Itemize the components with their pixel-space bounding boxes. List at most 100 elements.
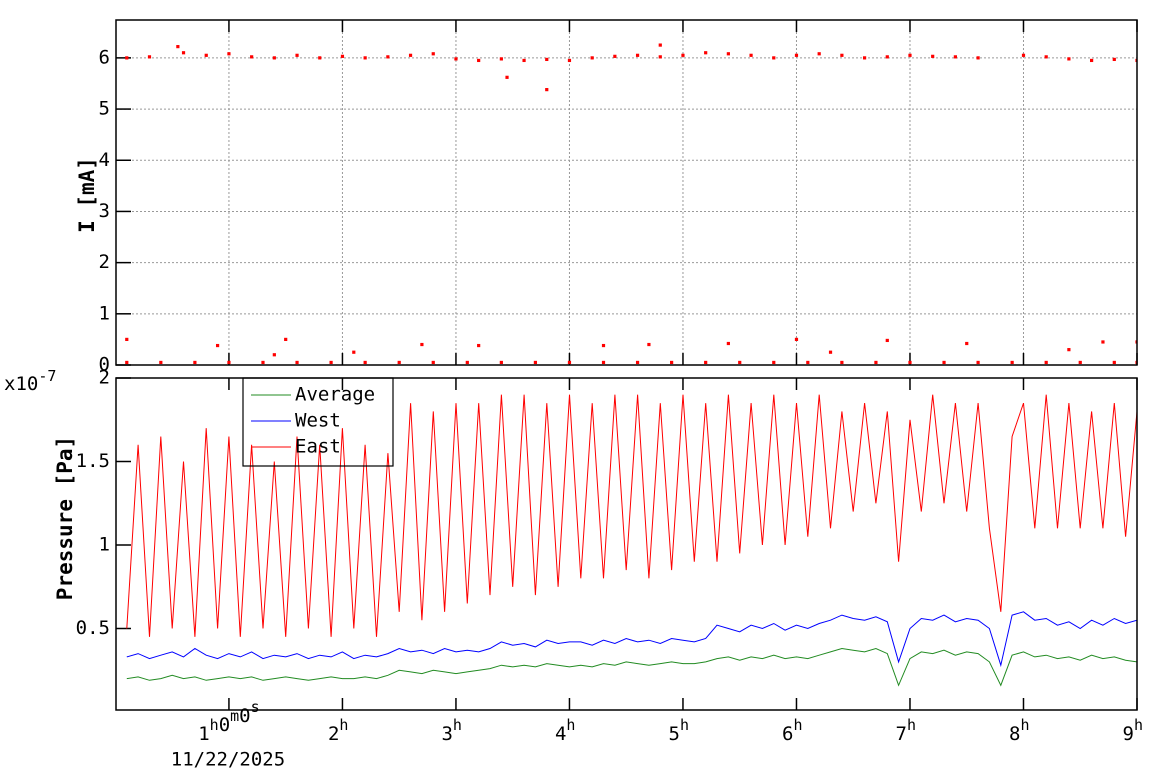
x-tick-label: 3h	[441, 716, 461, 745]
point	[567, 360, 572, 365]
point	[295, 360, 299, 365]
point	[976, 56, 980, 60]
point	[635, 360, 640, 365]
point	[1044, 55, 1048, 59]
point	[352, 350, 356, 354]
point	[828, 350, 833, 354]
point	[840, 360, 844, 365]
x-tick-label: 8h	[1009, 716, 1029, 745]
point	[454, 57, 458, 61]
plot-area	[126, 394, 1137, 687]
point	[250, 55, 254, 59]
point	[272, 353, 276, 357]
point	[159, 360, 163, 365]
point	[125, 360, 129, 365]
y-exponent: x10-7	[4, 367, 56, 395]
y-axis-title: Pressure [Pa]	[53, 436, 77, 600]
y-tick-label: 2	[99, 367, 110, 389]
point	[862, 56, 867, 60]
point	[227, 52, 231, 56]
point	[613, 54, 617, 58]
point	[1067, 57, 1071, 61]
point	[545, 57, 549, 62]
frame	[115, 377, 1138, 711]
x-tick-label: 9h	[1123, 716, 1143, 745]
y-tick-label: 1	[99, 534, 110, 556]
point	[1135, 360, 1137, 365]
point	[806, 360, 810, 365]
y-axis-title: I [mA]	[75, 157, 99, 233]
point	[408, 53, 413, 57]
point	[1021, 53, 1026, 57]
point	[465, 360, 469, 365]
point	[227, 360, 231, 365]
point	[363, 360, 367, 365]
point	[976, 360, 980, 365]
point	[477, 343, 481, 348]
series-line	[126, 394, 1137, 637]
point	[477, 58, 481, 63]
y-tick-label: 0	[99, 354, 110, 376]
series-line	[126, 611, 1137, 668]
frame	[115, 19, 1138, 366]
exponent-power: -7	[38, 367, 56, 385]
point	[204, 53, 208, 57]
y-tick-label: 3	[99, 200, 110, 222]
point	[397, 360, 401, 365]
point	[704, 360, 708, 365]
point	[1044, 360, 1048, 365]
point	[794, 53, 799, 57]
point	[942, 360, 946, 365]
x-date-label: 11/22/2025	[171, 749, 285, 771]
point	[635, 53, 640, 57]
point	[601, 360, 606, 365]
point	[738, 360, 742, 365]
plot-area	[125, 43, 1137, 365]
point	[125, 56, 129, 60]
y-tick-label: 6	[99, 46, 110, 68]
series-line	[126, 647, 1137, 687]
point	[965, 341, 969, 346]
legend-box	[242, 377, 394, 467]
point	[772, 56, 776, 60]
point	[522, 58, 526, 63]
x-tick-label: 2h	[328, 716, 348, 745]
point	[794, 337, 799, 342]
point	[125, 337, 129, 342]
point	[953, 55, 957, 59]
point	[284, 337, 288, 342]
point	[193, 360, 197, 365]
point	[590, 56, 594, 60]
point	[1078, 360, 1082, 365]
point	[340, 54, 345, 58]
point	[647, 342, 651, 347]
point	[261, 360, 265, 365]
point	[658, 55, 662, 59]
legend-label: Average	[295, 384, 375, 406]
point	[431, 52, 435, 56]
y-tick-label: 4	[99, 149, 110, 171]
point	[817, 52, 821, 56]
y-tick-label: 5	[99, 98, 110, 120]
point	[1112, 57, 1116, 62]
point	[1010, 360, 1014, 365]
y-tick-label: 1.5	[76, 450, 110, 472]
point	[499, 57, 503, 61]
point	[420, 342, 424, 347]
legend-label: West	[295, 410, 341, 432]
point	[772, 360, 776, 365]
point	[1067, 348, 1071, 352]
point	[1112, 360, 1116, 365]
point	[908, 360, 912, 365]
point	[670, 360, 674, 365]
point	[1135, 58, 1137, 63]
point	[874, 360, 878, 365]
legend-label: East	[295, 436, 341, 458]
point	[726, 52, 730, 56]
point	[215, 343, 220, 348]
point	[749, 53, 753, 57]
point	[545, 88, 549, 92]
point	[1089, 58, 1094, 63]
